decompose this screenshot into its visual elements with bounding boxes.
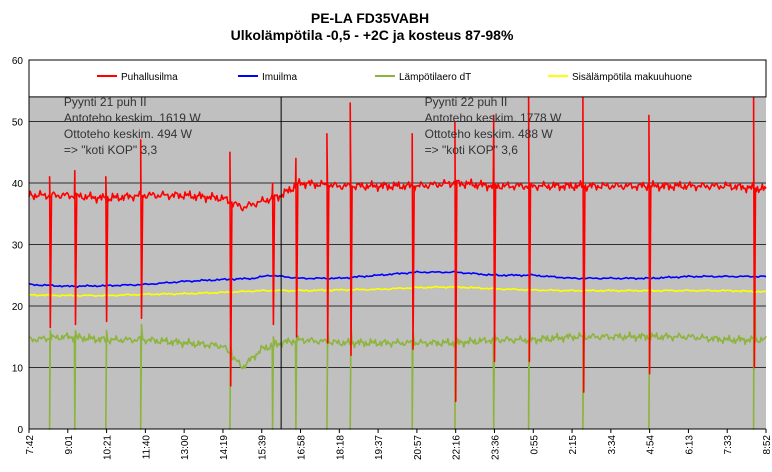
y-axis: 0 10 20 30 40 50 60 [12, 56, 30, 436]
y-tick-label: 20 [12, 302, 24, 313]
y-tick-label: 50 [12, 118, 24, 129]
x-tick-label: 4:54 [646, 435, 657, 455]
annotation-text: Antoteho keskim. 1778 W [425, 111, 562, 125]
annotation-text: Pyynti 22 puh II [425, 95, 508, 109]
x-tick-label: 14:19 [219, 435, 230, 460]
y-tick-label: 0 [17, 425, 23, 436]
x-tick-label: 7:42 [25, 435, 36, 455]
legend-label: Lämpötilaero dT [399, 72, 471, 83]
x-tick-label: 8:52 [762, 435, 772, 455]
series-line [28, 285, 767, 298]
annotation-text: Pyynti 21 puh II [64, 95, 147, 109]
y-tick-label: 10 [12, 364, 24, 375]
x-tick-label: 11:40 [141, 435, 152, 460]
series-layer [28, 90, 767, 430]
annotation-text: Ottoteho keskim. 488 W [425, 127, 554, 141]
x-tick-label: 0:55 [529, 435, 540, 455]
x-axis: 7:42 9:01 10:21 11:40 13:00 14:19 15:39 16:58 18… [25, 428, 772, 460]
x-tick-label: 22:16 [452, 435, 463, 460]
x-tick-label: 23:36 [490, 435, 501, 460]
x-tick-label: 7:33 [723, 435, 734, 455]
x-tick-label: 13:00 [180, 435, 191, 460]
legend-items: Puhallusilma Imuilma Lämpötilaero dT Sisälä… [97, 72, 693, 83]
chart-title: PE-LA FD35VABH [311, 10, 429, 26]
chart-title-group: PE-LA FD35VABH Ulkolämpötila -0,5 - +2C … [231, 10, 514, 43]
y-tick-label: 40 [12, 179, 24, 190]
series-line [28, 243, 767, 430]
plot-area [29, 96, 766, 430]
x-tick-label: 20:57 [413, 435, 424, 460]
chart-subtitle: Ulkolämpötila -0,5 - +2C ja kosteus 87-9… [231, 27, 514, 43]
x-tick-label: 10:21 [103, 435, 114, 460]
annotation-text: Antoteho keskim. 1619 W [64, 111, 201, 125]
y-tick-label: 30 [12, 241, 24, 252]
series-line [28, 90, 767, 403]
annotation-text: => "koti KOP" 3,3 [64, 143, 158, 157]
legend-label: Imuilma [262, 72, 297, 83]
x-tick-label: 15:39 [258, 435, 269, 460]
legend-label: Puhallusilma [121, 72, 178, 83]
annotations: Pyynti 21 puh II Antoteho keskim. 1619 W O… [64, 95, 562, 157]
x-tick-label: 3:34 [607, 435, 618, 455]
x-tick-label: 6:13 [684, 435, 695, 455]
series-line [28, 270, 767, 288]
legend-label: Sisälämpötila makuuhuone [572, 72, 693, 83]
y-tick-label: 60 [12, 56, 24, 67]
x-tick-label: 2:15 [568, 435, 579, 455]
x-tick-label: 16:58 [297, 435, 308, 460]
x-tick-label: 18:18 [335, 435, 346, 460]
annotation-text: Ottoteho keskim. 494 W [64, 127, 193, 141]
x-tick-label: 9:01 [64, 435, 75, 455]
annotation-text: => "koti KOP" 3,6 [425, 143, 519, 157]
x-tick-label: 19:37 [374, 435, 385, 460]
